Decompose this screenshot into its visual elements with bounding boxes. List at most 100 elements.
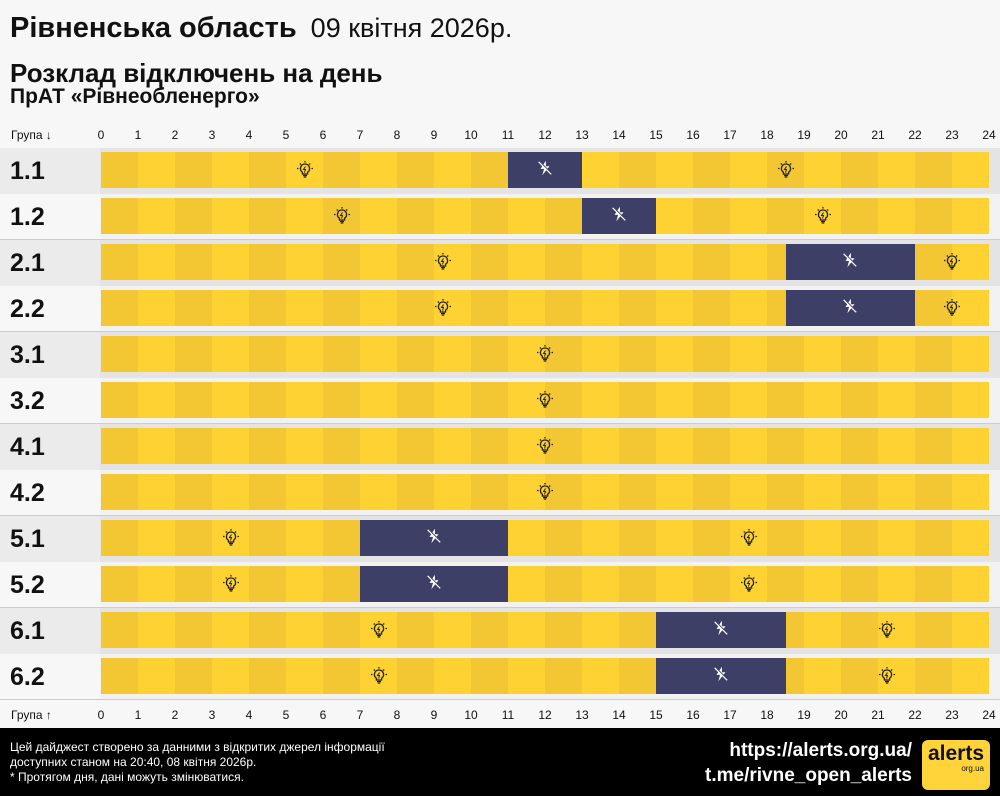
hour-tick: 17 <box>723 708 737 722</box>
hour-cell-on <box>656 336 693 372</box>
hour-cell-on <box>286 428 323 464</box>
hour-cell-on <box>249 198 286 234</box>
hour-cell-on <box>249 152 286 188</box>
hour-cell-on <box>619 382 656 418</box>
hour-cell-on <box>249 658 286 694</box>
footer-links: https://alerts.org.ua/ t.me/rivne_open_a… <box>705 738 912 788</box>
hour-cell-on <box>138 336 175 372</box>
lightbulb-icon <box>877 666 897 686</box>
hour-cell-on <box>545 474 582 510</box>
hour-cell-on <box>693 566 730 602</box>
hour-cell-on <box>212 244 249 280</box>
hour-cell-on <box>212 336 249 372</box>
hour-tick: 4 <box>245 128 253 142</box>
hour-cell-on <box>286 474 323 510</box>
group-divider <box>0 331 1000 332</box>
hour-cell-on <box>508 474 545 510</box>
hour-tick: 20 <box>834 128 848 142</box>
hour-cell-on <box>508 520 545 556</box>
hour-cell-on <box>212 290 249 326</box>
hour-tick: 23 <box>945 128 959 142</box>
hour-tick: 5 <box>282 708 290 722</box>
hour-cell-on <box>952 474 989 510</box>
hour-cell-on <box>619 658 656 694</box>
hour-cell-on <box>693 244 730 280</box>
group-label-bottom: Група ↑ <box>11 708 52 722</box>
hour-cell-on <box>397 612 434 648</box>
hour-cell-on <box>360 428 397 464</box>
hour-tick: 14 <box>612 128 626 142</box>
telegram-link[interactable]: t.me/rivne_open_alerts <box>705 765 912 786</box>
hour-cell-on <box>545 658 582 694</box>
footer: Цей дайджест створено за данними з відкр… <box>0 728 1000 796</box>
hour-cell-on <box>952 612 989 648</box>
hour-cell-on <box>693 428 730 464</box>
hour-cell-on <box>434 474 471 510</box>
hour-cell-on <box>138 658 175 694</box>
hour-cell-on <box>249 474 286 510</box>
hour-cell-on <box>101 658 138 694</box>
hour-cell-on <box>212 612 249 648</box>
group-divider <box>0 239 1000 240</box>
lightbulb-icon <box>535 390 555 410</box>
power-off-icon <box>841 251 859 274</box>
hour-tick: 16 <box>686 708 700 722</box>
hour-cell-on <box>878 428 915 464</box>
hour-cell-on <box>878 152 915 188</box>
hour-cell-on <box>656 244 693 280</box>
hour-cell-on <box>212 198 249 234</box>
hour-cell-on <box>175 474 212 510</box>
group-name: 3.1 <box>0 332 100 378</box>
hour-cell-on <box>804 336 841 372</box>
group-row: 2.2 <box>0 286 1000 332</box>
hour-tick: 3 <box>208 708 216 722</box>
group-row: 5.1 <box>0 516 1000 562</box>
hour-cell-on <box>175 290 212 326</box>
group-row: 5.2 <box>0 562 1000 608</box>
hour-tick: 6 <box>319 708 327 722</box>
hour-tick: 2 <box>171 708 179 722</box>
hour-cell-on <box>619 244 656 280</box>
hour-cell-on <box>101 428 138 464</box>
hour-cell-on <box>582 474 619 510</box>
hour-tick: 1 <box>134 128 142 142</box>
hour-cell-on <box>656 290 693 326</box>
hour-cell-on <box>915 566 952 602</box>
hour-cell-on <box>915 520 952 556</box>
power-off-icon <box>425 527 443 550</box>
hour-cell-on <box>434 152 471 188</box>
hour-cell-on <box>619 428 656 464</box>
hour-cell-on <box>656 382 693 418</box>
hour-cell-on <box>175 244 212 280</box>
hour-cell-on <box>249 612 286 648</box>
hour-cell-on <box>619 612 656 648</box>
hour-cell-on <box>804 382 841 418</box>
hour-cell-on <box>434 382 471 418</box>
hour-cell-on <box>286 520 323 556</box>
hour-cell-on <box>360 244 397 280</box>
hour-cell-on <box>582 152 619 188</box>
hour-cell-on <box>323 336 360 372</box>
hour-cell-on <box>915 198 952 234</box>
hour-cell-on <box>841 520 878 556</box>
power-off-icon <box>425 573 443 596</box>
hour-cell-on <box>323 290 360 326</box>
hour-tick: 10 <box>464 128 478 142</box>
hour-cell-on <box>471 244 508 280</box>
website-link[interactable]: https://alerts.org.ua/ <box>729 740 912 761</box>
lightbulb-icon <box>332 206 352 226</box>
hour-cell-on <box>286 382 323 418</box>
hour-cell-on <box>434 428 471 464</box>
hour-cell-on <box>434 198 471 234</box>
lightbulb-icon <box>433 298 453 318</box>
hour-tick: 12 <box>538 708 552 722</box>
lightbulb-icon <box>369 620 389 640</box>
group-name: 2.2 <box>10 295 45 323</box>
hour-cell-on <box>841 382 878 418</box>
hour-cell-on <box>360 474 397 510</box>
hour-cell-on <box>175 612 212 648</box>
hour-cell-on <box>212 382 249 418</box>
hour-cell-on <box>138 290 175 326</box>
hour-tick: 2 <box>171 128 179 142</box>
hour-cell-on <box>397 290 434 326</box>
